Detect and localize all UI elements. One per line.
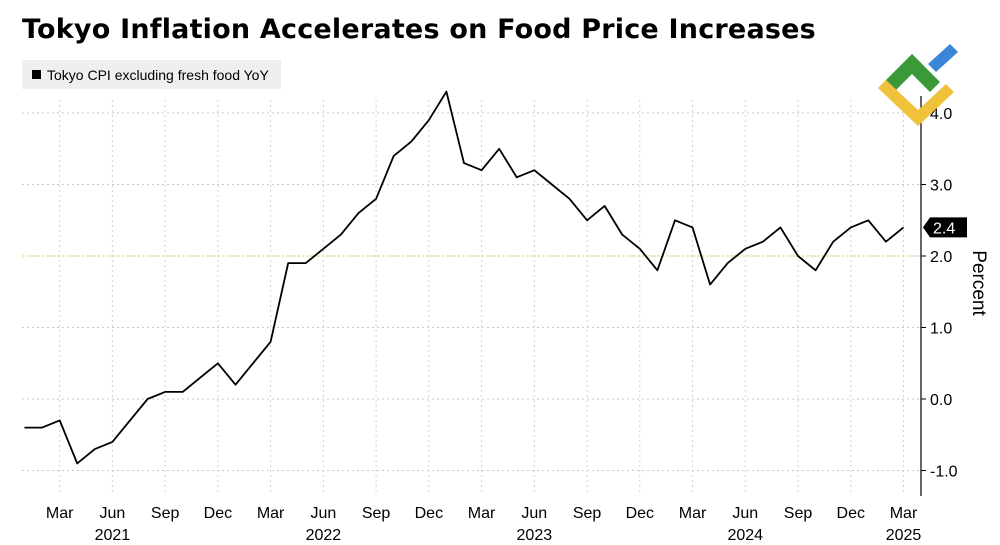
legend-label: Tokyo CPI excluding fresh food YoY [47, 66, 269, 83]
legend: Tokyo CPI excluding fresh food YoY [22, 60, 281, 89]
x-tick-label: Dec [415, 505, 443, 522]
y-tick-label: 0.0 [930, 392, 952, 409]
last-value-box [923, 217, 967, 238]
x-tick-label: Jun [100, 505, 126, 522]
legend-swatch [32, 70, 41, 79]
y-tick-label: 4.0 [930, 106, 952, 123]
y-tick-label: -1.0 [930, 464, 958, 481]
x-axis: Mar Jun Sep Dec Mar Jun Sep Dec Mar Jun Sep Dec Mar J… [46, 505, 922, 544]
x-tick-label: Sep [362, 505, 391, 522]
x-year-label: 2024 [727, 527, 763, 544]
y-tick-label: 2.0 [930, 249, 952, 266]
x-tick-label: Mar [890, 505, 918, 522]
liteforex-logo-icon [878, 44, 958, 126]
last-value-label: 2.4 [933, 220, 955, 237]
x-tick-label: Jun [732, 505, 758, 522]
y-tick-label: 1.0 [930, 321, 952, 338]
x-year-label: 2022 [306, 527, 342, 544]
x-tick-label: Mar [257, 505, 285, 522]
grid-lines [22, 100, 921, 494]
x-tick-label: Sep [784, 505, 813, 522]
last-value-callout: 2.4 [923, 217, 967, 238]
series-line [24, 90, 905, 465]
x-year-label: 2025 [886, 527, 922, 544]
x-year-label: 2023 [517, 527, 553, 544]
chart-title: Tokyo Inflation Accelerates on Food Pric… [22, 14, 816, 45]
x-tick-label: Dec [626, 505, 654, 522]
x-year-label: 2021 [95, 527, 131, 544]
x-tick-label: Dec [837, 505, 865, 522]
x-tick-label: Mar [46, 505, 74, 522]
x-tick-label: Sep [151, 505, 180, 522]
y-tick-label: 3.0 [930, 178, 952, 195]
x-tick-label: Dec [204, 505, 232, 522]
y-axis: -1.0 0.0 1.0 2.0 3.0 4.0 [920, 96, 958, 496]
x-tick-label: Sep [573, 505, 602, 522]
series-line-tokyo-cpi [24, 90, 905, 465]
x-tick-label: Jun [310, 505, 336, 522]
x-tick-label: Mar [468, 505, 496, 522]
y-axis-label: Percent [968, 250, 989, 316]
x-tick-label: Jun [521, 505, 547, 522]
x-tick-label: Mar [679, 505, 707, 522]
